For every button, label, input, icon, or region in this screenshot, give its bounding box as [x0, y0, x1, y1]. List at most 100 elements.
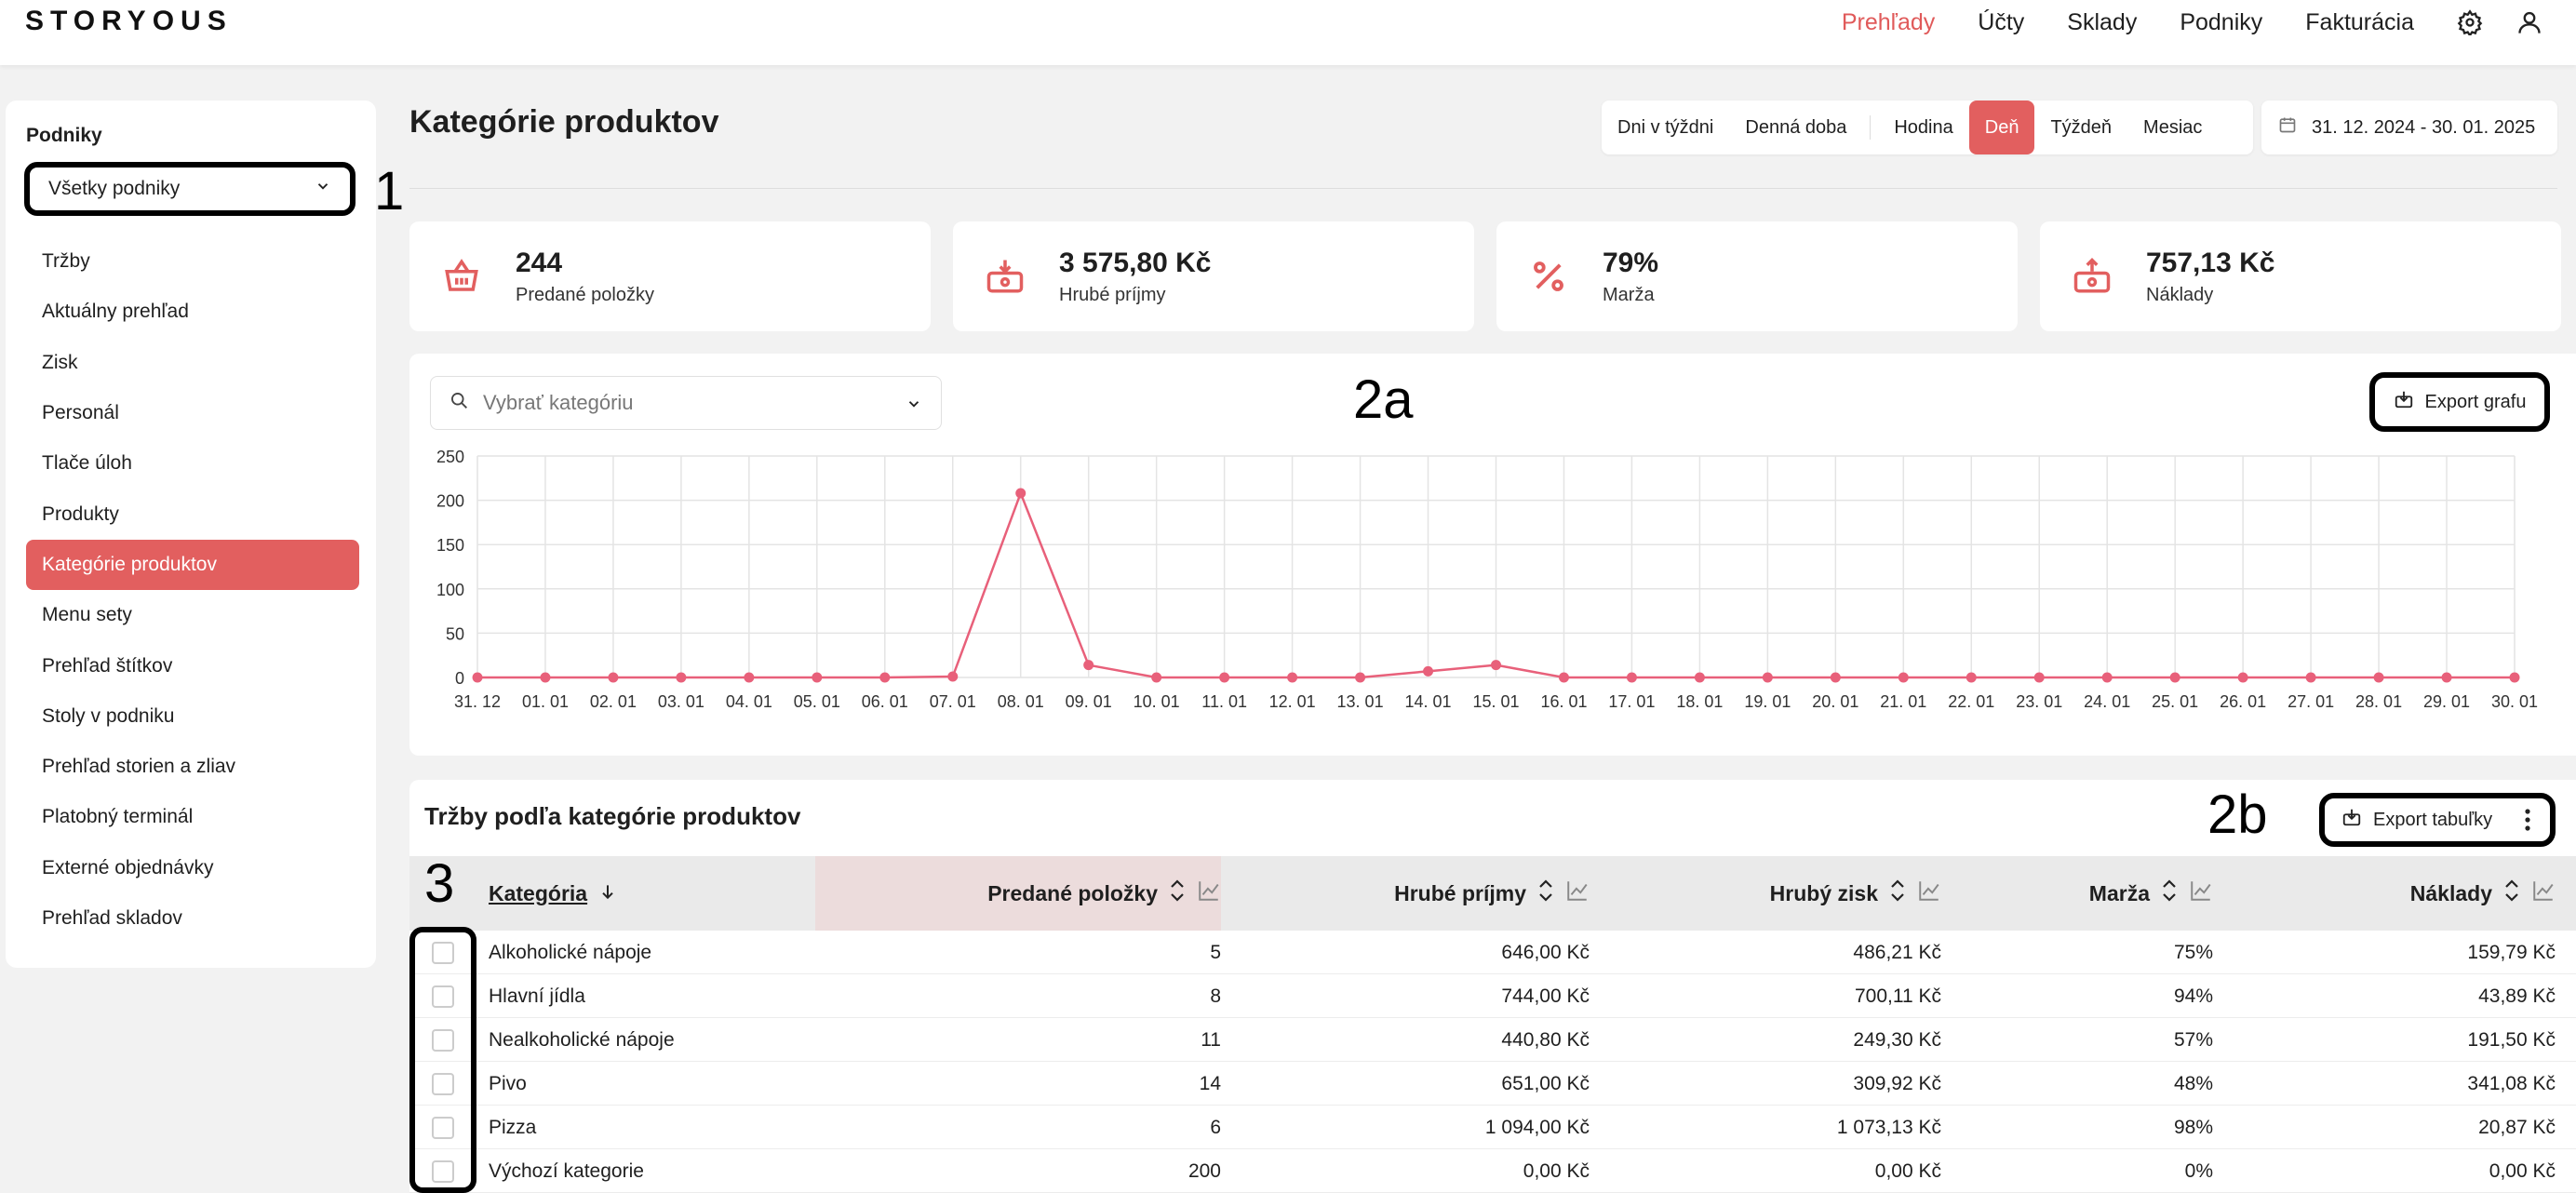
- row-checkbox[interactable]: [432, 941, 454, 964]
- cell-predane-polozky: 14: [1199, 1072, 1221, 1094]
- y-tick-label: 100: [436, 581, 464, 599]
- row-checkbox[interactable]: [432, 1072, 454, 1095]
- x-tick-label: 01. 01: [522, 692, 569, 711]
- data-point: [608, 672, 619, 683]
- sidebar-item-tlace-uloh[interactable]: Tlače úloh: [42, 452, 132, 475]
- x-tick-label: 06. 01: [862, 692, 908, 711]
- sidebar-item-prehlad-storien[interactable]: Prehľad storien a zliav: [42, 756, 236, 778]
- venue-select-value: Všetky podniky: [48, 178, 181, 199]
- chart-trend-icon[interactable]: [1565, 878, 1590, 908]
- kpi-label: Náklady: [2146, 284, 2214, 305]
- period-mesiac[interactable]: Mesiac: [2143, 116, 2203, 138]
- table-row[interactable]: Výchozí kategorie 200 0,00 Kč 0,00 Kč 0% 0,00…: [409, 1149, 2576, 1193]
- x-tick-label: 18. 01: [1676, 692, 1723, 711]
- data-point: [1694, 672, 1705, 683]
- data-point: [1219, 672, 1230, 683]
- user-icon[interactable]: [2511, 4, 2548, 41]
- kpi-value: 244: [516, 247, 563, 278]
- period-hodina[interactable]: Hodina: [1894, 116, 1953, 138]
- x-tick-label: 02. 01: [590, 692, 637, 711]
- cell-predane-polozky: 11: [1201, 1028, 1221, 1051]
- row-checkbox[interactable]: [432, 1116, 454, 1139]
- data-point: [1898, 672, 1909, 683]
- sidebar-item-aktualny-prehlad[interactable]: Aktuálny prehľad: [42, 301, 189, 323]
- chart-trend-icon[interactable]: [2189, 878, 2213, 908]
- table-row[interactable]: Hlavní jídla 8 744,00 Kč 700,11 Kč 94% 43,89 …: [409, 974, 2576, 1018]
- column-header-hrube-prijmy[interactable]: Hrubé príjmy: [1394, 856, 1590, 931]
- table-row[interactable]: Alkoholické nápoje 5 646,00 Kč 486,21 Kč 75%…: [409, 931, 2576, 974]
- sort-toggle-icon[interactable]: [1169, 878, 1186, 908]
- cell-marza: 0%: [2184, 1159, 2213, 1182]
- period-dni-v-tyzdni[interactable]: Dni v týždni: [1617, 116, 1714, 138]
- sort-toggle-icon[interactable]: [1889, 878, 1906, 908]
- cell-naklady: 0,00 Kč: [2489, 1159, 2556, 1182]
- more-options-icon[interactable]: [2524, 808, 2531, 838]
- date-range-value: 31. 12. 2024 - 30. 01. 2025: [2312, 116, 2536, 138]
- table-row[interactable]: Pizza 6 1 094,00 Kč 1 073,13 Kč 98% 20,87 Kč: [409, 1106, 2576, 1149]
- storyous-logo[interactable]: STORYOUS: [25, 6, 233, 36]
- x-tick-label: 05. 01: [794, 692, 840, 711]
- chart-trend-icon[interactable]: [2531, 878, 2556, 908]
- export-chart-button[interactable]: Export grafu: [2369, 372, 2550, 432]
- sidebar-item-zisk[interactable]: Zisk: [42, 351, 78, 373]
- cell-hrube-prijmy: 1 094,00 Kč: [1484, 1116, 1590, 1138]
- period-den[interactable]: Deň: [1968, 101, 2035, 154]
- period-tyzden[interactable]: Týždeň: [2050, 116, 2113, 138]
- sidebar-item-stoly-v-podniku[interactable]: Stoly v podniku: [42, 704, 175, 727]
- table-row[interactable]: Nealkoholické nápoje 11 440,80 Kč 249,30 Kč…: [409, 1018, 2576, 1062]
- cell-hruby-zisk: 0,00 Kč: [1874, 1159, 1941, 1182]
- sort-toggle-icon[interactable]: [2161, 878, 2178, 908]
- sort-toggle-icon[interactable]: [2503, 878, 2520, 908]
- export-table-button[interactable]: Export tabuľky: [2319, 793, 2556, 847]
- period-denna-doba[interactable]: Denná doba: [1745, 116, 1847, 138]
- cell-hrube-prijmy: 440,80 Kč: [1501, 1028, 1590, 1051]
- sidebar-item-trzby[interactable]: Tržby: [42, 250, 90, 273]
- row-checkbox[interactable]: [432, 1028, 454, 1052]
- sidebar-item-platobny-terminal[interactable]: Platobný terminál: [42, 806, 194, 828]
- cell-hruby-zisk: 309,92 Kč: [1853, 1072, 1941, 1094]
- y-tick-label: 150: [436, 536, 464, 555]
- x-tick-label: 26. 01: [2220, 692, 2266, 711]
- x-tick-label: 19. 01: [1744, 692, 1791, 711]
- sidebar-item-kategorie-produktov[interactable]: Kategórie produktov: [26, 539, 359, 591]
- nav-fakturacia[interactable]: Fakturácia: [2305, 8, 2414, 35]
- x-tick-label: 25. 01: [2152, 692, 2198, 711]
- column-header-marza[interactable]: Marža: [2089, 856, 2213, 931]
- annotation-2b: 2b: [2207, 784, 2268, 845]
- sidebar-item-personal[interactable]: Personál: [42, 402, 119, 424]
- sidebar-menu: Tržby Aktuálny prehľad Zisk Personál Tla…: [26, 236, 359, 944]
- nav-prehlady[interactable]: Prehľady: [1841, 8, 1936, 35]
- sidebar-item-externe-objednavky[interactable]: Externé objednávky: [42, 856, 214, 878]
- column-header-naklady[interactable]: Náklady: [2410, 856, 2556, 931]
- data-point: [1762, 672, 1773, 683]
- nav-sklady[interactable]: Sklady: [2067, 8, 2138, 35]
- sidebar-item-menu-sety[interactable]: Menu sety: [42, 604, 132, 626]
- cell-kategoria: Výchozí kategorie: [489, 1159, 644, 1182]
- sidebar-item-prehlad-skladov[interactable]: Prehľad skladov: [42, 907, 182, 929]
- venue-select[interactable]: Všetky podniky: [24, 162, 356, 216]
- column-header-kategoria[interactable]: Kategória: [489, 856, 617, 931]
- row-checkbox[interactable]: [432, 985, 454, 1008]
- sort-toggle-icon[interactable]: [1537, 878, 1554, 908]
- header-divider: [409, 188, 2557, 189]
- sidebar-item-produkty[interactable]: Produkty: [42, 503, 119, 525]
- category-select[interactable]: Vybrať kategóriu: [430, 376, 942, 430]
- chart-trend-icon[interactable]: [1197, 878, 1221, 908]
- table-row[interactable]: Pivo 14 651,00 Kč 309,92 Kč 48% 341,08 Kč: [409, 1062, 2576, 1106]
- date-range-picker[interactable]: 31. 12. 2024 - 30. 01. 2025: [2261, 101, 2557, 154]
- kpi-label: Marža: [1603, 284, 1655, 305]
- chart-trend-icon[interactable]: [1917, 878, 1941, 908]
- y-tick-label: 0: [455, 669, 464, 688]
- kpi-label: Predané položky: [516, 284, 654, 305]
- nav-podniky[interactable]: Podniky: [2180, 8, 2263, 35]
- x-tick-label: 16. 01: [1540, 692, 1587, 711]
- x-tick-label: 15. 01: [1472, 692, 1519, 711]
- sidebar-item-prehlad-stitkov[interactable]: Prehľad štítkov: [42, 654, 173, 677]
- column-header-hruby-zisk[interactable]: Hrubý zisk: [1770, 856, 1941, 931]
- nav-ucty[interactable]: Účty: [1978, 8, 2025, 35]
- cell-naklady: 20,87 Kč: [2478, 1116, 2556, 1138]
- row-checkbox[interactable]: [432, 1159, 454, 1183]
- table-card: Tržby podľa kategórie produktov 2b Expor…: [409, 780, 2576, 1193]
- gear-icon[interactable]: [2451, 4, 2489, 41]
- column-header-predane-polozky[interactable]: Predané položky: [987, 856, 1221, 931]
